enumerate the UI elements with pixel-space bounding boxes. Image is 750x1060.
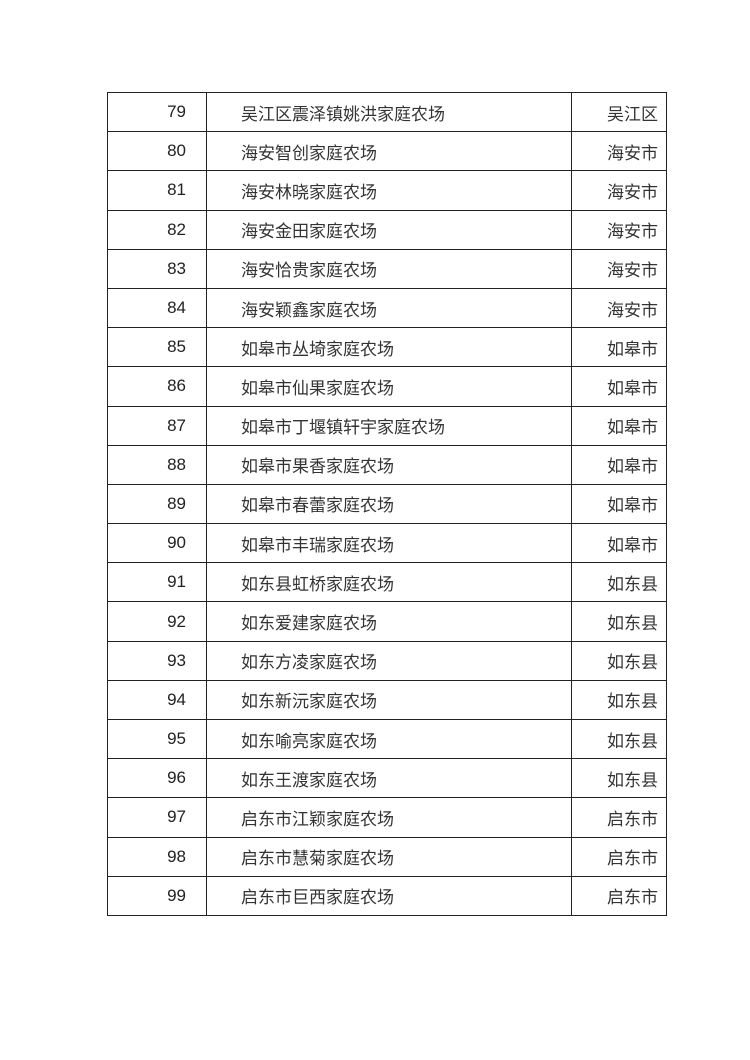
farm-name-cell: 如皋市果香家庭农场 (206, 444, 572, 485)
table-row: 80 海安智创家庭农场 海安市 (107, 131, 667, 172)
table-row: 98 启东市慧菊家庭农场 启东市 (107, 836, 667, 877)
district-cell: 海安市 (571, 248, 667, 289)
farm-name-cell: 如皋市春蕾家庭农场 (206, 483, 572, 525)
district-cell: 海安市 (571, 170, 667, 211)
district-cell: 如东县 (571, 758, 667, 799)
district-cell: 启东市 (571, 875, 667, 916)
row-number-cell: 88 (107, 444, 207, 485)
district-cell: 启东市 (571, 797, 667, 838)
table-row: 96 如东王渡家庭农场 如东县 (107, 758, 667, 799)
district-cell: 如皋市 (571, 444, 667, 485)
table-row: 83 海安恰贵家庭农场 海安市 (107, 248, 667, 289)
district-cell: 如皋市 (571, 327, 667, 368)
row-number-cell: 80 (107, 131, 207, 172)
farm-name-cell: 如东喻亮家庭农场 (206, 718, 572, 760)
row-number-cell: 95 (107, 718, 207, 760)
row-number-cell: 96 (107, 758, 207, 799)
table-row: 90 如皋市丰瑞家庭农场 如皋市 (107, 523, 667, 564)
row-number-cell: 82 (107, 209, 207, 250)
farm-name-cell: 如东方凌家庭农场 (206, 640, 572, 681)
farm-name-cell: 如东爱建家庭农场 (206, 601, 572, 642)
district-cell: 如东县 (571, 601, 667, 642)
farm-name-cell: 启东市江颖家庭农场 (206, 797, 572, 838)
district-cell: 如皋市 (571, 366, 667, 407)
row-number-cell: 94 (107, 679, 207, 721)
farm-name-cell: 如皋市仙果家庭农场 (206, 366, 572, 407)
farm-name-cell: 启东市巨西家庭农场 (206, 875, 572, 916)
table-row: 92 如东爱建家庭农场 如东县 (107, 601, 667, 642)
row-number-cell: 92 (107, 601, 207, 642)
row-number-cell: 86 (107, 366, 207, 407)
table-row: 79 吴江区震泽镇姚洪家庭农场 吴江区 (107, 91, 667, 133)
table-row: 89 如皋市春蕾家庭农场 如皋市 (107, 483, 667, 525)
table-row: 91 如东县虹桥家庭农场 如东县 (107, 562, 667, 603)
farm-name-cell: 如皋市丰瑞家庭农场 (206, 523, 572, 564)
table-row: 93 如东方凌家庭农场 如东县 (107, 640, 667, 681)
row-number-cell: 83 (107, 248, 207, 289)
farm-list-table: 79 吴江区震泽镇姚洪家庭农场 吴江区 80 海安智创家庭农场 海安市 81 海安林晓家庭农场… (107, 91, 667, 916)
district-cell: 海安市 (571, 209, 667, 250)
district-cell: 如皋市 (571, 483, 667, 525)
district-cell: 如东县 (571, 562, 667, 603)
table-row: 81 海安林晓家庭农场 海安市 (107, 170, 667, 211)
farm-name-cell: 如皋市丛埼家庭农场 (206, 327, 572, 368)
row-number-cell: 90 (107, 523, 207, 564)
district-cell: 如东县 (571, 679, 667, 721)
table-row: 86 如皋市仙果家庭农场 如皋市 (107, 366, 667, 407)
row-number-cell: 87 (107, 405, 207, 446)
farm-name-cell: 海安颖鑫家庭农场 (206, 287, 572, 329)
district-cell: 海安市 (571, 287, 667, 329)
farm-name-cell: 如皋市丁堰镇轩宇家庭农场 (206, 405, 572, 446)
table-row: 85 如皋市丛埼家庭农场 如皋市 (107, 327, 667, 368)
farm-name-cell: 如东新沅家庭农场 (206, 679, 572, 721)
row-number-cell: 98 (107, 836, 207, 877)
row-number-cell: 85 (107, 327, 207, 368)
farm-name-cell: 海安智创家庭农场 (206, 131, 572, 172)
district-cell: 如皋市 (571, 405, 667, 446)
table-row: 94 如东新沅家庭农场 如东县 (107, 679, 667, 721)
district-cell: 如皋市 (571, 523, 667, 564)
farm-name-cell: 海安恰贵家庭农场 (206, 248, 572, 289)
table-row: 88 如皋市果香家庭农场 如皋市 (107, 444, 667, 485)
table-row: 95 如东喻亮家庭农场 如东县 (107, 718, 667, 760)
table-body: 79 吴江区震泽镇姚洪家庭农场 吴江区 80 海安智创家庭农场 海安市 81 海安林晓家庭农场… (107, 91, 667, 916)
district-cell: 如东县 (571, 640, 667, 681)
table-row: 99 启东市巨西家庭农场 启东市 (107, 875, 667, 916)
district-cell: 启东市 (571, 836, 667, 877)
table-row: 84 海安颖鑫家庭农场 海安市 (107, 287, 667, 329)
farm-name-cell: 海安金田家庭农场 (206, 209, 572, 250)
table-row: 87 如皋市丁堰镇轩宇家庭农场 如皋市 (107, 405, 667, 446)
row-number-cell: 89 (107, 483, 207, 525)
farm-name-cell: 如东县虹桥家庭农场 (206, 562, 572, 603)
district-cell: 海安市 (571, 131, 667, 172)
row-number-cell: 97 (107, 797, 207, 838)
row-number-cell: 81 (107, 170, 207, 211)
farm-name-cell: 吴江区震泽镇姚洪家庭农场 (206, 91, 572, 133)
district-cell: 如东县 (571, 718, 667, 760)
row-number-cell: 93 (107, 640, 207, 681)
row-number-cell: 84 (107, 287, 207, 329)
farm-name-cell: 如东王渡家庭农场 (206, 758, 572, 799)
row-number-cell: 91 (107, 562, 207, 603)
table-row: 97 启东市江颖家庭农场 启东市 (107, 797, 667, 838)
farm-name-cell: 海安林晓家庭农场 (206, 170, 572, 211)
row-number-cell: 79 (107, 91, 207, 133)
farm-name-cell: 启东市慧菊家庭农场 (206, 836, 572, 877)
district-cell: 吴江区 (571, 91, 667, 133)
table-row: 82 海安金田家庭农场 海安市 (107, 209, 667, 250)
row-number-cell: 99 (107, 875, 207, 916)
